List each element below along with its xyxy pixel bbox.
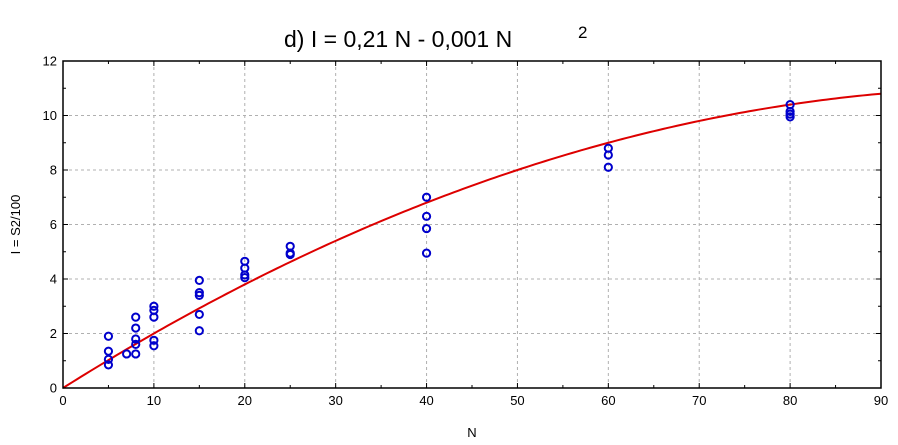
data-point xyxy=(421,192,432,202)
data-point xyxy=(149,335,159,345)
y-tick-label: 12 xyxy=(43,54,57,69)
data-point xyxy=(240,273,250,283)
fit-curve xyxy=(62,92,882,389)
data-point xyxy=(194,326,204,336)
data-point xyxy=(603,150,613,160)
chart-title: d) I = 0,21 N - 0,001 N xyxy=(284,26,512,52)
data-point xyxy=(149,341,159,351)
data-point xyxy=(285,249,295,260)
y-axis-label: I = S2/100 xyxy=(8,195,23,255)
y-tick-label: 8 xyxy=(50,163,57,178)
x-tick-label: 80 xyxy=(783,393,797,408)
grid xyxy=(63,61,881,388)
data-point xyxy=(149,312,159,322)
x-tick-label: 30 xyxy=(328,393,342,408)
data-point xyxy=(131,339,141,349)
data-point xyxy=(103,354,114,364)
data-point xyxy=(131,334,141,344)
data-point xyxy=(131,349,141,359)
data-point xyxy=(421,223,432,234)
x-tick-label: 10 xyxy=(147,393,161,408)
chart-title-superscript: 2 xyxy=(578,23,587,42)
x-tick-label: 70 xyxy=(692,393,706,408)
data-point xyxy=(131,323,141,333)
y-tick-label: 0 xyxy=(50,381,57,396)
y-tick-label: 6 xyxy=(50,217,57,232)
data-point xyxy=(103,331,114,341)
x-tick-label: 40 xyxy=(419,393,433,408)
data-point xyxy=(194,275,204,285)
plot-frame xyxy=(62,60,882,389)
x-tick-label: 20 xyxy=(238,393,252,408)
data-points xyxy=(103,100,795,370)
x-axis-label: N xyxy=(467,425,476,440)
x-tick-label: 0 xyxy=(59,393,66,408)
data-point xyxy=(149,301,159,311)
data-point xyxy=(131,312,141,322)
data-point xyxy=(421,248,432,258)
x-tick-label: 90 xyxy=(874,393,888,408)
data-point xyxy=(785,112,795,122)
data-point xyxy=(194,309,204,320)
y-tick-label: 4 xyxy=(50,272,57,287)
data-point xyxy=(421,211,432,221)
data-point xyxy=(103,346,114,356)
data-point xyxy=(194,290,204,300)
tick-labels: 0 10 20 30 40 50 60 70 80 90 0 2 4 6 8 10 12 xyxy=(43,54,889,409)
data-point xyxy=(603,162,613,172)
x-tick-label: 50 xyxy=(510,393,524,408)
y-tick-label: 2 xyxy=(50,326,57,341)
fit-curve-layer xyxy=(62,92,882,389)
x-tick-label: 60 xyxy=(601,393,615,408)
data-point xyxy=(122,349,132,359)
data-point xyxy=(103,360,114,370)
y-tick-label: 10 xyxy=(43,108,57,123)
